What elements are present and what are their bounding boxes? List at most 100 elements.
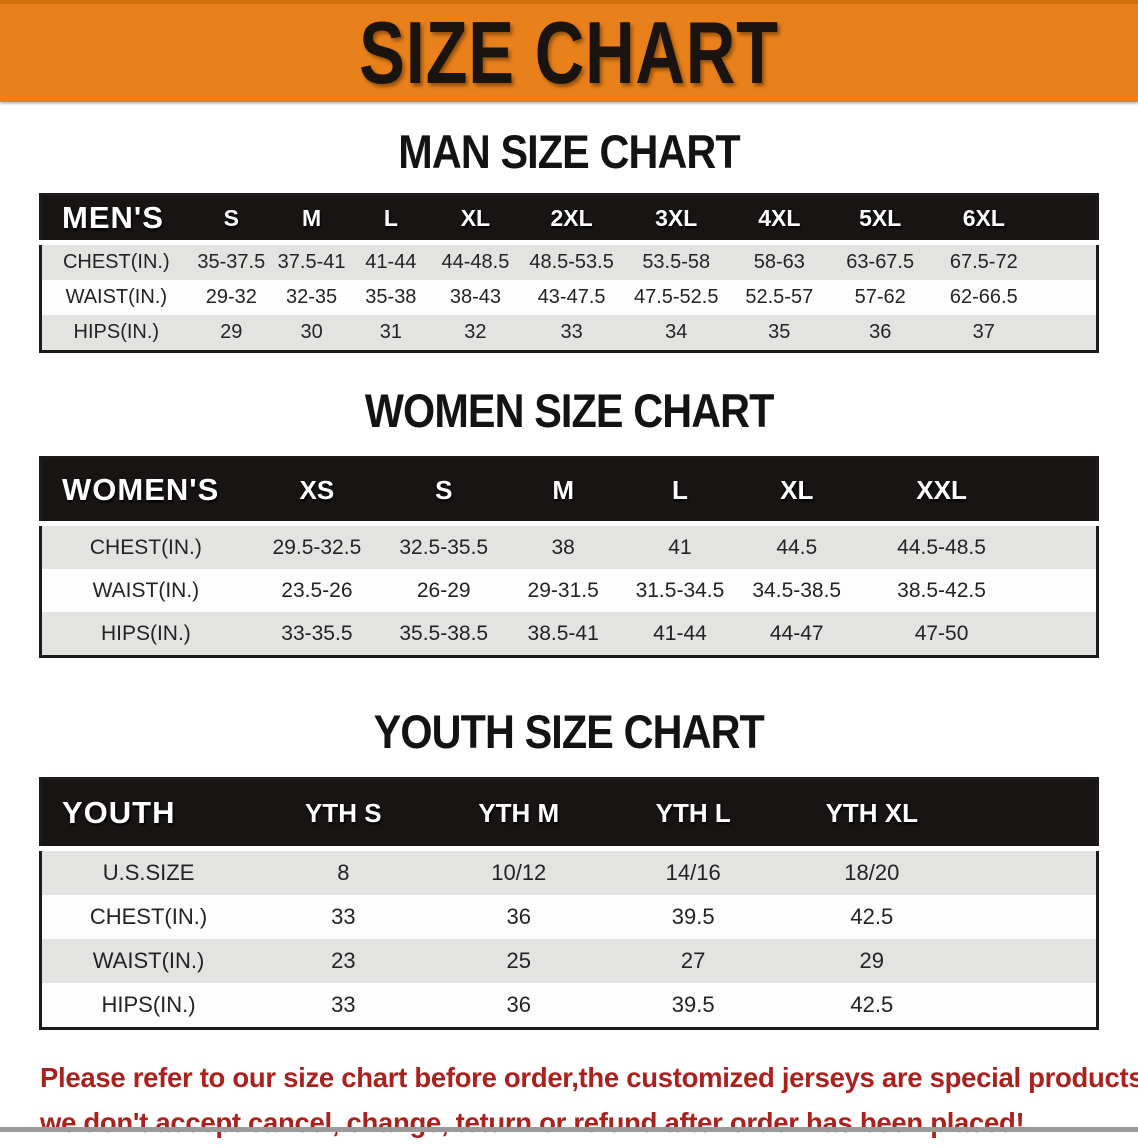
size-cell: 41	[622, 523, 738, 569]
women-table-label: WOMEN'S	[40, 457, 250, 526]
women-section-heading-text: WOMEN SIZE CHART	[364, 384, 775, 437]
size-cell: 44.5	[737, 523, 857, 569]
row-label: U.S.SIZE	[40, 848, 256, 895]
filler-cell	[1036, 194, 1098, 245]
size-cell: 29	[780, 939, 964, 983]
men-header-row: MEN'S S M L XL 2XL 3XL 4XL 5XL 6XL	[40, 194, 1098, 245]
size-cell: 43-47.5	[520, 280, 623, 315]
size-cell: 29-32	[190, 280, 272, 315]
size-cell: 36	[828, 315, 932, 352]
women-waist-row: WAIST(IN.) 23.5-26 26-29 29-31.5 31.5-34…	[40, 569, 1098, 612]
col-header: L	[622, 457, 738, 526]
bottom-border-strip	[0, 1127, 1138, 1132]
filler-cell	[1036, 242, 1098, 280]
col-header: S	[190, 194, 272, 245]
size-cell: 41-44	[351, 242, 431, 280]
women-chest-row: CHEST(IN.) 29.5-32.5 32.5-35.5 38 41 44.…	[40, 523, 1098, 569]
size-cell: 23.5-26	[249, 569, 385, 612]
size-cell: 41-44	[622, 612, 738, 657]
row-label: CHEST(IN.)	[40, 523, 250, 569]
men-section-heading: MAN SIZE CHART	[0, 128, 1138, 175]
size-cell: 38.5-41	[503, 612, 623, 657]
size-cell: 31.5-34.5	[622, 569, 738, 612]
filler-cell	[963, 939, 1098, 983]
size-cell: 33	[255, 895, 432, 939]
row-label: WAIST(IN.)	[40, 569, 250, 612]
col-header: S	[384, 457, 504, 526]
size-cell: 33	[255, 983, 432, 1029]
men-chest-row: CHEST(IN.) 35-37.5 37.5-41 41-44 44-48.5…	[40, 242, 1098, 280]
men-table-label: MEN'S	[40, 194, 191, 245]
filler-cell	[1026, 569, 1098, 612]
disclaimer-line-2: we don't accept cancel, change, teturn o…	[40, 1106, 1025, 1138]
size-cell: 39.5	[605, 895, 781, 939]
men-section: MAN SIZE CHART MEN'S S M L XL 2XL 3XL 4X…	[0, 128, 1138, 353]
col-header: XXL	[856, 457, 1027, 526]
size-cell: 32	[430, 315, 521, 352]
women-size-table: WOMEN'S XS S M L XL XXL CHEST(IN.) 29.5-…	[39, 456, 1099, 658]
disclaimer: Please refer to our size chart before or…	[40, 1056, 1138, 1145]
men-section-heading-text: MAN SIZE CHART	[398, 125, 740, 178]
page-title: SIZE CHART	[359, 3, 779, 102]
col-header: 3XL	[622, 194, 730, 245]
col-header: YTH L	[605, 778, 781, 851]
col-header: XS	[249, 457, 385, 526]
size-cell: 52.5-57	[729, 280, 829, 315]
size-cell: 32.5-35.5	[384, 523, 504, 569]
col-header: 4XL	[729, 194, 829, 245]
size-cell: 29.5-32.5	[249, 523, 385, 569]
filler-cell	[1036, 280, 1098, 315]
col-header: M	[503, 457, 623, 526]
size-cell: 35	[729, 315, 829, 352]
youth-header-row: YOUTH YTH S YTH M YTH L YTH XL	[40, 778, 1098, 851]
row-label: WAIST(IN.)	[40, 939, 256, 983]
col-header: 2XL	[520, 194, 623, 245]
women-hips-row: HIPS(IN.) 33-35.5 35.5-38.5 38.5-41 41-4…	[40, 612, 1098, 657]
size-cell: 35.5-38.5	[384, 612, 504, 657]
col-header: YTH S	[255, 778, 432, 851]
filler-cell	[963, 848, 1098, 895]
size-cell: 37	[931, 315, 1037, 352]
women-header-row: WOMEN'S XS S M L XL XXL	[40, 457, 1098, 526]
women-section: WOMEN SIZE CHART WOMEN'S XS S M L XL XXL…	[0, 387, 1138, 658]
size-cell: 18/20	[780, 848, 964, 895]
size-cell: 29	[190, 315, 272, 352]
row-label: CHEST(IN.)	[40, 242, 191, 280]
size-cell: 35-37.5	[190, 242, 272, 280]
size-cell: 34	[622, 315, 730, 352]
men-size-table: MEN'S S M L XL 2XL 3XL 4XL 5XL 6XL CHEST…	[39, 193, 1099, 353]
youth-size-table: YOUTH YTH S YTH M YTH L YTH XL U.S.SIZE …	[39, 777, 1099, 1030]
size-cell: 29-31.5	[503, 569, 623, 612]
youth-section: YOUTH SIZE CHART YOUTH YTH S YTH M YTH L…	[0, 708, 1138, 1030]
col-header: YTH XL	[780, 778, 964, 851]
size-cell: 44.5-48.5	[856, 523, 1027, 569]
col-header: 6XL	[931, 194, 1037, 245]
row-label: HIPS(IN.)	[40, 315, 191, 352]
size-cell: 36	[431, 895, 606, 939]
filler-cell	[963, 895, 1098, 939]
size-cell: 10/12	[431, 848, 606, 895]
size-cell: 53.5-58	[622, 242, 730, 280]
size-cell: 67.5-72	[931, 242, 1037, 280]
size-cell: 38	[503, 523, 623, 569]
size-cell: 47-50	[856, 612, 1027, 657]
col-header: 5XL	[828, 194, 932, 245]
size-cell: 42.5	[780, 895, 964, 939]
col-header: XL	[430, 194, 521, 245]
youth-section-heading-text: YOUTH SIZE CHART	[373, 705, 765, 758]
men-hips-row: HIPS(IN.) 29 30 31 32 33 34 35 36 37	[40, 315, 1098, 352]
size-cell: 42.5	[780, 983, 964, 1029]
youth-section-heading: YOUTH SIZE CHART	[0, 708, 1138, 755]
filler-cell	[1026, 457, 1098, 526]
filler-cell	[1036, 315, 1098, 352]
size-cell: 58-63	[729, 242, 829, 280]
size-cell: 27	[605, 939, 781, 983]
filler-cell	[1026, 523, 1098, 569]
size-cell: 33	[520, 315, 623, 352]
women-section-heading: WOMEN SIZE CHART	[0, 387, 1138, 434]
men-waist-row: WAIST(IN.) 29-32 32-35 35-38 38-43 43-47…	[40, 280, 1098, 315]
col-header: L	[351, 194, 431, 245]
youth-waist-row: WAIST(IN.) 23 25 27 29	[40, 939, 1098, 983]
youth-chest-row: CHEST(IN.) 33 36 39.5 42.5	[40, 895, 1098, 939]
size-cell: 34.5-38.5	[737, 569, 857, 612]
